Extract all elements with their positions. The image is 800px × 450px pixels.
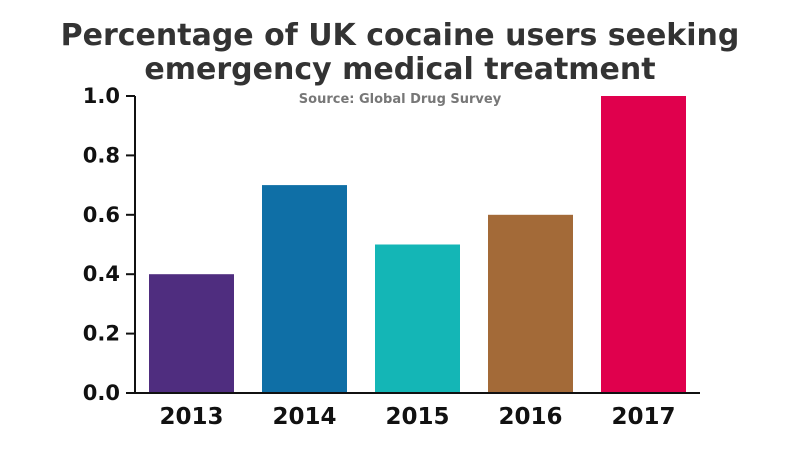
bars [149, 96, 686, 393]
bar-2014 [262, 185, 347, 393]
chart-title-line-1: Percentage of UK cocaine users seeking [61, 18, 740, 53]
bar-2016 [488, 214, 573, 393]
chart-source: Source: Global Drug Survey [299, 92, 502, 107]
bar-2013 [149, 274, 234, 393]
y-tick-label: 0.2 [83, 322, 120, 346]
x-tick-label: 2017 [611, 404, 675, 430]
x-axis-labels: 2013 2014 2015 2016 2017 [159, 404, 675, 430]
bar-2017 [601, 96, 686, 393]
bar-2015 [375, 244, 460, 393]
y-tick-label: 0.8 [83, 143, 120, 167]
y-tick-label: 1.0 [83, 84, 120, 108]
x-tick-label: 2015 [385, 404, 449, 430]
x-tick-label: 2013 [159, 404, 223, 430]
y-tick-label: 0.4 [83, 262, 120, 286]
y-tick-label: 0.0 [83, 381, 120, 405]
x-tick-label: 2016 [498, 404, 562, 430]
chart-title-line-2: emergency medical treatment [144, 52, 655, 87]
y-axis-ticks: 0.0 0.2 0.4 0.6 0.8 1.0 [83, 84, 135, 405]
y-tick-label: 0.6 [83, 203, 120, 227]
x-tick-label: 2014 [272, 404, 336, 430]
